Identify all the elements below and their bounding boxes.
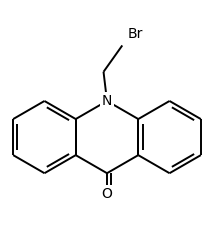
Text: N: N <box>102 94 112 108</box>
Text: O: O <box>102 187 112 201</box>
Text: Br: Br <box>128 27 143 41</box>
